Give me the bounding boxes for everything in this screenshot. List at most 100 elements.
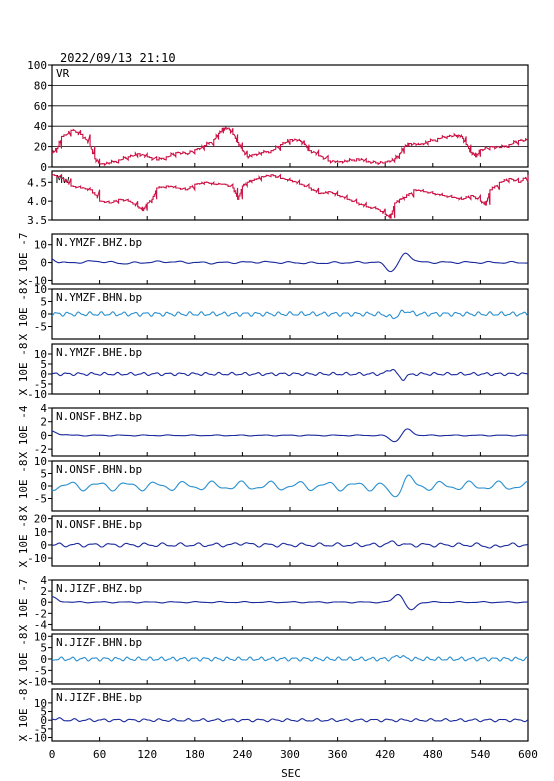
y-tick-label: 80 xyxy=(34,79,47,92)
x-tick-label: 420 xyxy=(375,748,395,761)
y-tick-label: -4 xyxy=(34,618,48,631)
y-axis-unit-label: X 10E -8 xyxy=(17,343,30,396)
panel-label: N.ONSF.BHE.bp xyxy=(56,518,142,531)
y-axis-unit-label: X 10E -8 xyxy=(17,515,30,568)
y-tick-label: 2 xyxy=(40,585,47,598)
y-axis-unit-label: X 10E -8 xyxy=(17,460,30,513)
x-tick-label: 180 xyxy=(185,748,205,761)
series-line-jizf-bhe xyxy=(52,717,529,723)
x-tick-label: 540 xyxy=(470,748,490,761)
panel-label: N.YMZF.BHE.bp xyxy=(56,346,142,359)
y-tick-label: -10 xyxy=(27,552,47,565)
y-tick-label: 0 xyxy=(40,714,47,727)
figure-datetime: 2022/09/13 21:10 xyxy=(60,51,176,65)
y-tick-label: 5 xyxy=(40,468,47,481)
panel-label: N.JIZF.BHE.bp xyxy=(56,691,142,704)
panel-label: N.YMZF.BHN.bp xyxy=(56,291,142,304)
x-tick-label: 360 xyxy=(328,748,348,761)
y-tick-label: -2 xyxy=(34,443,47,456)
y-tick-label: 10 xyxy=(34,630,47,643)
series-line-ymzf-bhn xyxy=(51,309,529,320)
y-tick-label: -10 xyxy=(27,676,47,689)
y-tick-label: 0 xyxy=(40,653,47,666)
y-tick-label: 60 xyxy=(34,100,47,113)
y-axis-unit-label: X 10E -7 xyxy=(17,579,30,632)
y-tick-label: 10 xyxy=(34,348,47,361)
y-tick-label: 10 xyxy=(34,455,47,468)
y-tick-label: -10 xyxy=(27,388,47,401)
y-tick-label: 5 xyxy=(40,358,47,371)
panel-label: N.ONSF.BHZ.bp xyxy=(56,410,142,423)
y-tick-label: 0 xyxy=(40,257,47,270)
y-tick-label: 20 xyxy=(34,141,47,154)
y-tick-label: 4 xyxy=(40,574,47,587)
panel-label: Mw xyxy=(56,173,70,186)
y-tick-label: 0 xyxy=(40,429,47,442)
y-tick-label: -10 xyxy=(27,732,47,745)
x-tick-label: 240 xyxy=(232,748,252,761)
y-tick-label: 10 xyxy=(34,526,47,539)
series-line-onsf-bhz xyxy=(51,428,528,443)
x-tick-label: 300 xyxy=(280,748,300,761)
y-axis-unit-label: X 10E -4 xyxy=(17,405,30,458)
x-tick-label: 480 xyxy=(423,748,443,761)
y-tick-label: 0 xyxy=(40,480,47,493)
y-tick-label: 3.5 xyxy=(27,214,47,227)
panel-mw: 3.5 4.0 4.5 Mw xyxy=(27,170,529,227)
series-line-vr xyxy=(52,126,529,167)
x-axis-label: SEC xyxy=(281,767,301,780)
panel-frame xyxy=(51,64,529,168)
series-line-ymzf-bhe xyxy=(52,368,529,381)
panel-vr: 0 20 40 60 80 100 VR xyxy=(27,59,529,174)
panel-ymzf-bhz: -10 0 10 N.YMZF.BHZ.bp X 10E -7 xyxy=(17,233,529,287)
x-tick-label: 600 xyxy=(518,748,538,761)
y-tick-label: 0 xyxy=(40,161,47,174)
series-line-onsf-bhe xyxy=(51,540,529,549)
y-tick-label: 5 xyxy=(40,642,47,655)
panel-label: N.ONSF.BHN.bp xyxy=(56,463,142,476)
y-tick-label: -5 xyxy=(34,723,47,736)
y-tick-label: 10 xyxy=(34,239,47,252)
y-tick-label: -5 xyxy=(34,321,47,334)
y-tick-label: 4.5 xyxy=(27,176,47,189)
y-tick-label: 5 xyxy=(40,706,47,719)
series-line-mw xyxy=(52,173,529,219)
y-tick-label: -5 xyxy=(34,378,47,391)
y-tick-label: -2 xyxy=(34,607,47,620)
y-tick-label: 0 xyxy=(40,368,47,381)
y-tick-label: 2 xyxy=(40,416,47,429)
x-tick-label: 60 xyxy=(93,748,106,761)
panel-label: N.YMZF.BHZ.bp xyxy=(56,236,142,249)
y-tick-label: 0 xyxy=(40,596,47,609)
y-axis-unit-label: X 10E -8 xyxy=(17,689,30,742)
series-line-jizf-bhn xyxy=(51,655,529,662)
y-tick-label: 5 xyxy=(40,296,47,309)
y-axis-unit-label: X 10E -8 xyxy=(17,633,30,686)
y-tick-label: 0 xyxy=(40,539,47,552)
y-axis-unit-label: X 10E -7 xyxy=(17,233,30,286)
y-tick-label: -5 xyxy=(34,493,47,506)
y-axis-unit-label: X 10E -8 xyxy=(17,288,30,341)
y-tick-label: 40 xyxy=(34,120,47,133)
y-tick-label: 10 xyxy=(34,697,47,710)
panel-label: N.JIZF.BHZ.bp xyxy=(56,582,142,595)
y-tick-label: -10 xyxy=(27,274,47,287)
y-tick-label: 0 xyxy=(40,308,47,321)
panel-label: N.JIZF.BHN.bp xyxy=(56,636,142,649)
panel-label: VR xyxy=(56,67,70,80)
y-tick-label: 10 xyxy=(34,283,47,296)
y-tick-label: 100 xyxy=(27,59,47,72)
series-line-jizf-bhz xyxy=(51,594,528,611)
x-tick-label: 0 xyxy=(49,748,56,761)
y-tick-label: 4 xyxy=(40,402,47,415)
series-line-ymzf-bhz xyxy=(51,252,528,273)
series-line-onsf-bhn xyxy=(51,474,528,498)
